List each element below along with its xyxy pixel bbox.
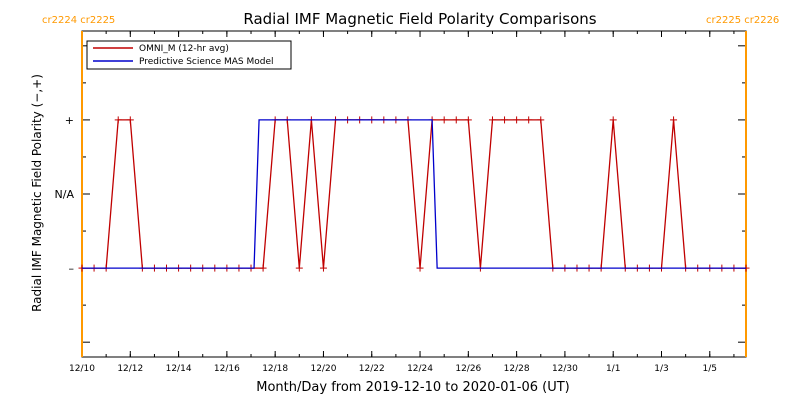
y-axis: + N/A –: [55, 45, 746, 343]
data-point: [114, 116, 122, 124]
carrington-label-right: cr2225 cr2226: [706, 15, 779, 26]
x-tick-label: 1/1: [606, 364, 620, 374]
legend-box: [86, 40, 292, 70]
x-axis: 12/10 12/12 12/14 12/16 12/18 12/20 12/22 12/24…: [69, 31, 735, 374]
y-tick-label: –: [69, 262, 75, 275]
x-tick-label: 12/18: [262, 364, 288, 374]
x-tick-label: 1/5: [703, 364, 717, 374]
x-tick-label: 1/3: [654, 364, 668, 374]
data-point: [670, 116, 678, 124]
x-tick-label: 12/10: [69, 364, 95, 374]
data-point: [537, 116, 545, 124]
x-tick-label: 12/26: [455, 364, 481, 374]
data-point: [295, 264, 303, 272]
x-tick-label: 12/12: [117, 364, 143, 374]
series-line-1: [82, 119, 746, 269]
x-tick-label: 12/30: [552, 364, 578, 374]
data-point: [126, 116, 134, 124]
data-point: [501, 116, 509, 124]
data-point: [452, 116, 460, 124]
carrington-label-left: cr2224 cr2225: [42, 15, 115, 26]
data-point: [259, 264, 267, 272]
x-tick-label: 12/16: [214, 364, 240, 374]
data-point: [488, 116, 496, 124]
x-axis-label: Month/Day from 2019-12-10 to 2020-01-06 …: [256, 380, 569, 395]
series-line-0: [82, 119, 746, 269]
y-tick-label: N/A: [55, 188, 75, 201]
legend-label-omni: OMNI_M (12-hr avg): [139, 44, 229, 54]
x-tick-label: 12/20: [310, 364, 336, 374]
series-layer: [78, 116, 750, 272]
carrington-markers: [81, 31, 747, 357]
data-point: [609, 116, 617, 124]
legend-label-mas: Predictive Science MAS Model: [139, 57, 274, 67]
data-point: [416, 264, 424, 272]
data-point: [513, 116, 521, 124]
y-tick-label: +: [65, 114, 74, 127]
data-point: [464, 116, 472, 124]
legend: OMNI_M (12-hr avg) Predictive Science MA…: [86, 40, 292, 70]
x-tick-label: 12/28: [504, 364, 530, 374]
data-point: [440, 116, 448, 124]
x-tick-label: 12/24: [407, 364, 433, 374]
x-tick-label: 12/22: [359, 364, 385, 374]
y-axis-label: Radial IMF Magnetic Field Polarity (−,+): [30, 74, 44, 312]
chart-title: Radial IMF Magnetic Field Polarity Compa…: [243, 10, 596, 28]
data-point: [319, 264, 327, 272]
data-point: [525, 116, 533, 124]
x-tick-label: 12/14: [166, 364, 192, 374]
